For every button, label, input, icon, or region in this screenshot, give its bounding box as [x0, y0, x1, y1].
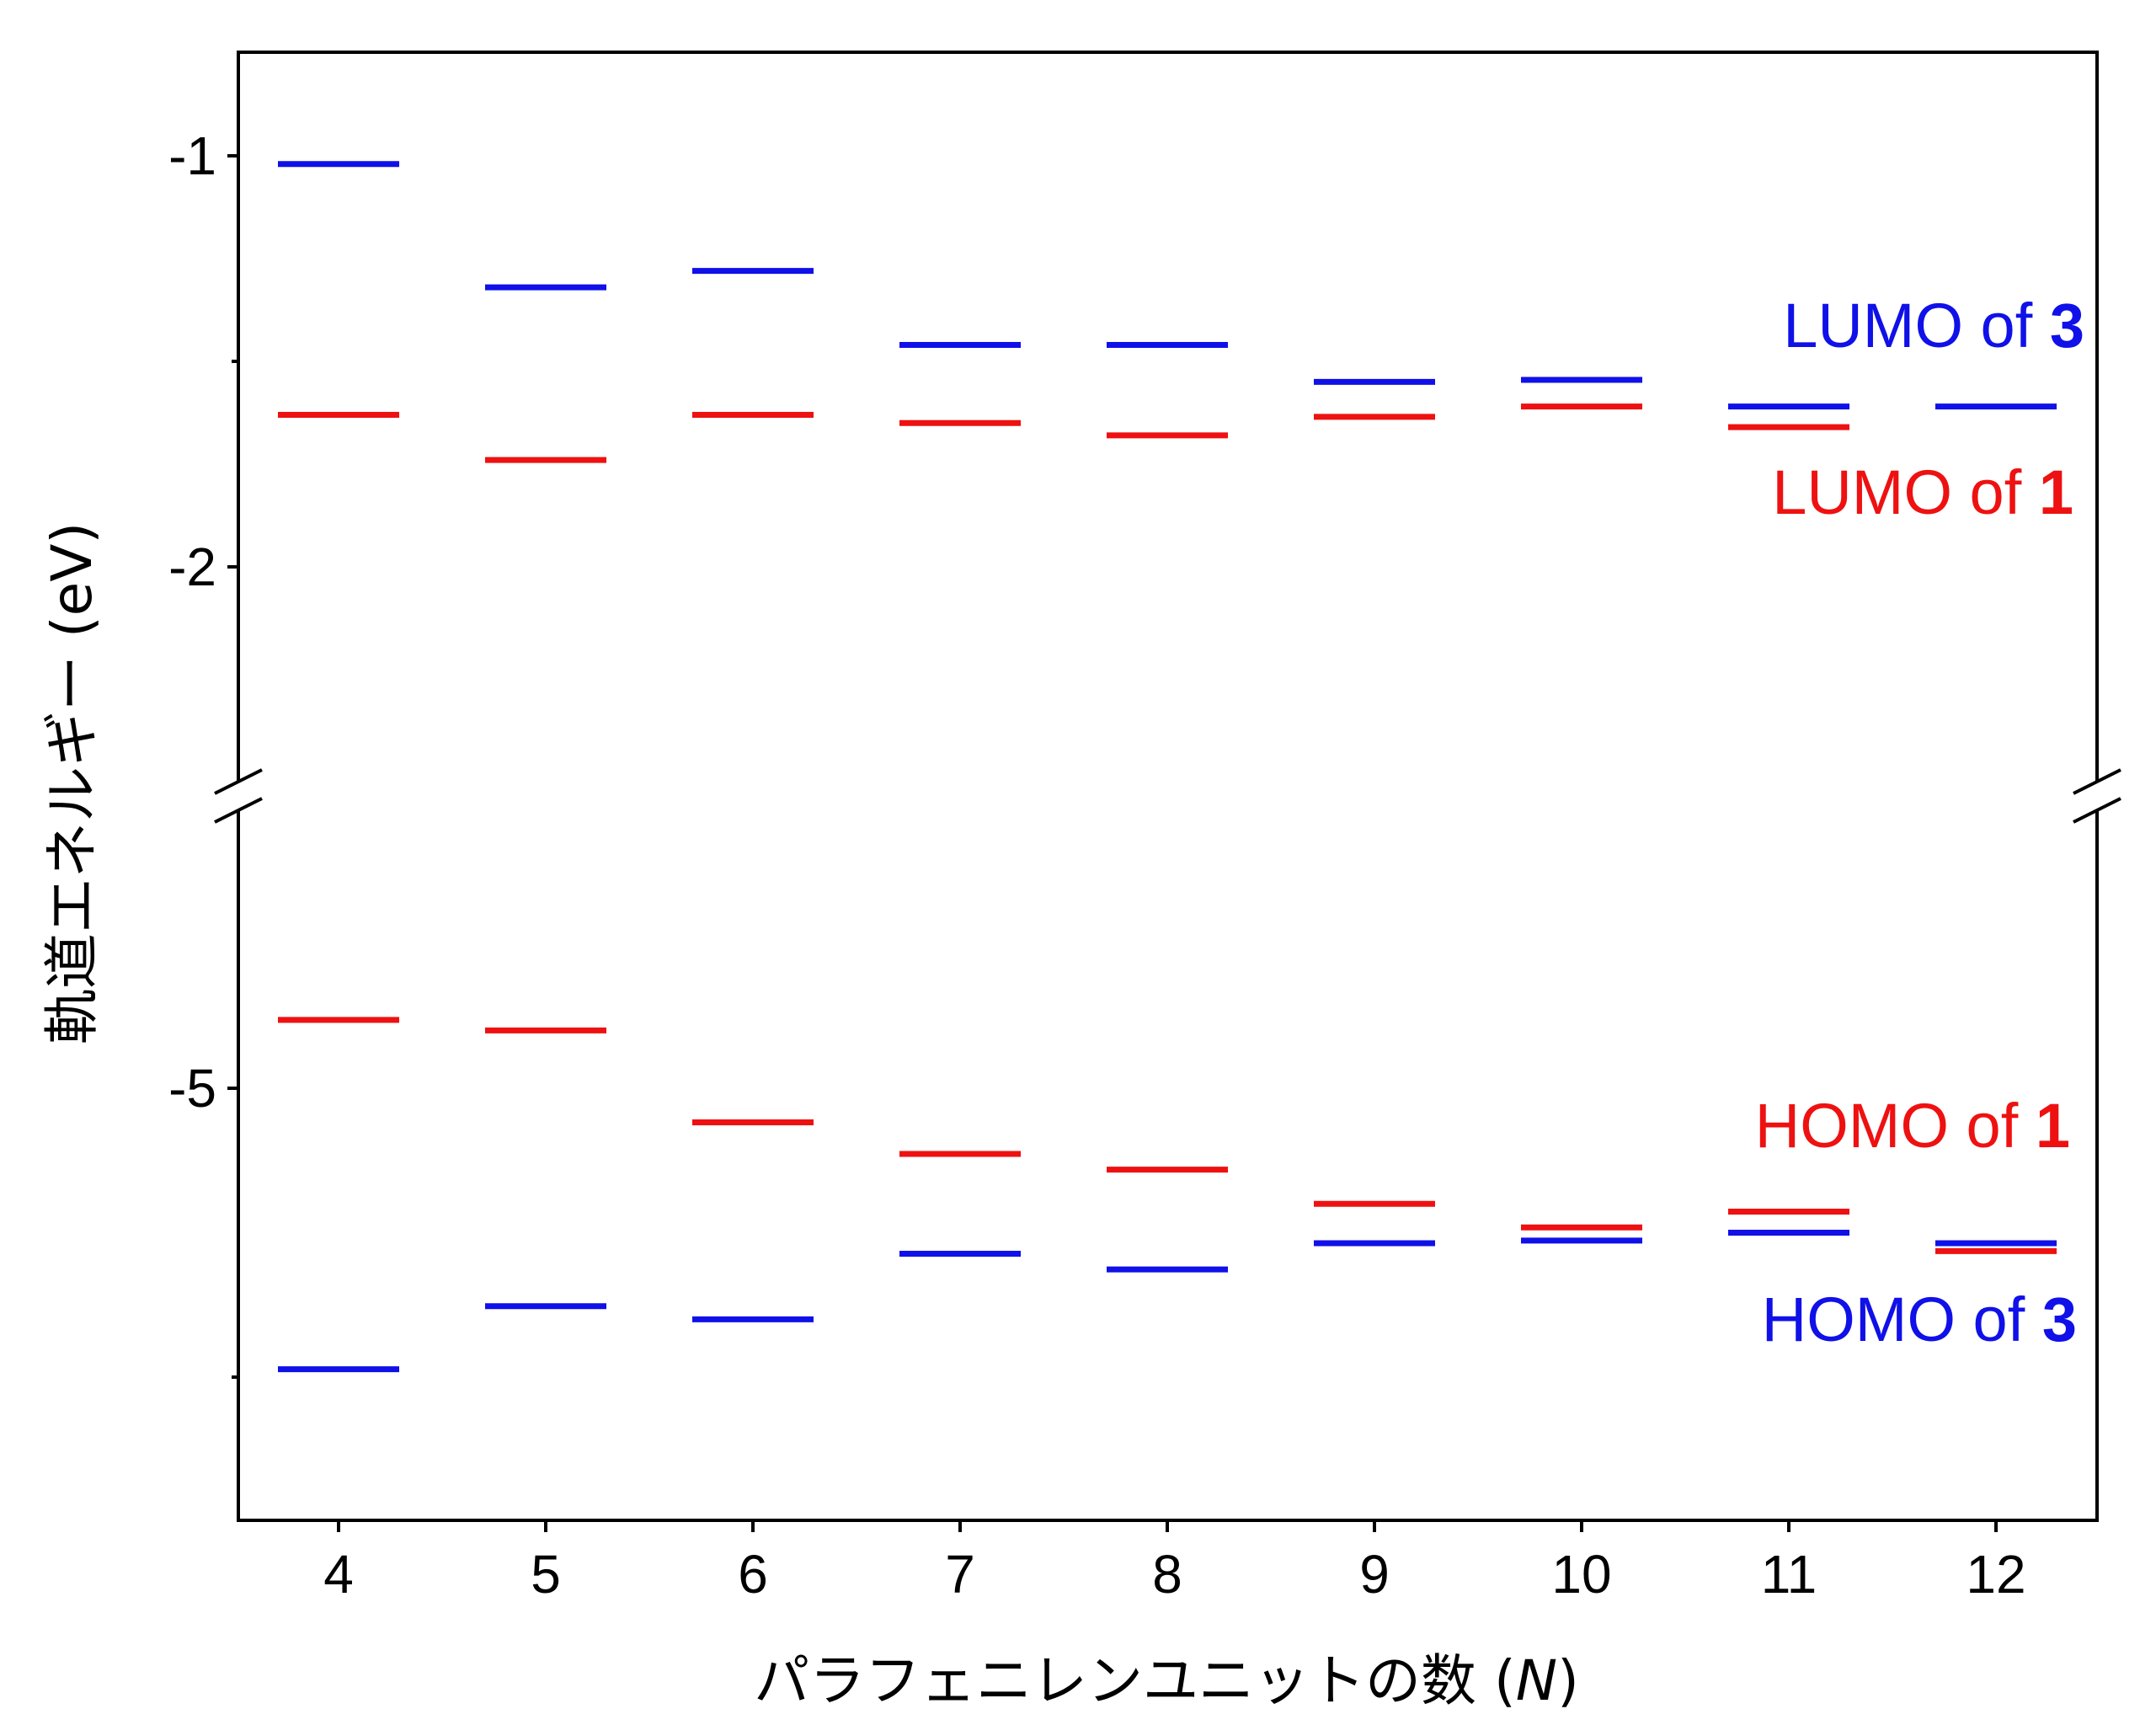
- x-tick-label: 12: [1966, 1544, 2025, 1605]
- y-tick-label: -5: [168, 1058, 216, 1119]
- axis-break-slash: [214, 797, 263, 824]
- y-axis-ticks: -1 -2 -5: [168, 126, 238, 1379]
- x-tick-label: 6: [738, 1544, 768, 1605]
- axis-break-slash: [2073, 797, 2121, 824]
- annotation-homo-of-3: HOMO of 3: [1762, 1284, 2077, 1354]
- x-tick-label: 9: [1359, 1544, 1390, 1605]
- x-axis-title: パラフェニレンユニットの数 (N): [754, 1648, 1579, 1713]
- x-tick-label: 5: [531, 1544, 561, 1605]
- energy-levels: [278, 161, 2057, 1373]
- x-tick-label: 4: [323, 1544, 354, 1605]
- y-tick-label: -2: [168, 537, 216, 597]
- x-axis-ticks: 4 5 6 7 8 9 10 11 12: [323, 1520, 2026, 1605]
- series-lumo-of-3: [278, 161, 2057, 410]
- x-axis-title-text: パラフェニレンユニットの数: [754, 1648, 1476, 1713]
- y-tick-label: -1: [168, 126, 216, 186]
- series-homo-of-1: [278, 1017, 2057, 1254]
- series-lumo-of-1: [278, 403, 1849, 463]
- axis-break-gap: [2072, 783, 2122, 809]
- axis-break-marks: [213, 768, 2122, 824]
- y-axis-title: 軌道エネルギー (eV): [40, 522, 104, 1044]
- series-homo-of-3: [278, 1230, 2057, 1373]
- x-tick-label: 7: [945, 1544, 975, 1605]
- series-annotations: LUMO of 3 LUMO of 1 HOMO of 1 HOMO of 3: [1755, 291, 2084, 1354]
- axis-break-gap: [213, 783, 264, 809]
- x-tick-label: 10: [1551, 1544, 1611, 1605]
- axis-break-slash: [214, 768, 263, 795]
- axis-break-slash: [2073, 768, 2121, 795]
- annotation-lumo-of-3: LUMO of 3: [1783, 291, 2084, 360]
- annotation-lumo-of-1: LUMO of 1: [1772, 457, 2073, 527]
- annotation-homo-of-1: HOMO of 1: [1755, 1091, 2070, 1161]
- x-tick-label: 8: [1152, 1544, 1182, 1605]
- x-axis-title-variable: N: [1516, 1648, 1557, 1713]
- x-tick-label: 11: [1761, 1544, 1817, 1605]
